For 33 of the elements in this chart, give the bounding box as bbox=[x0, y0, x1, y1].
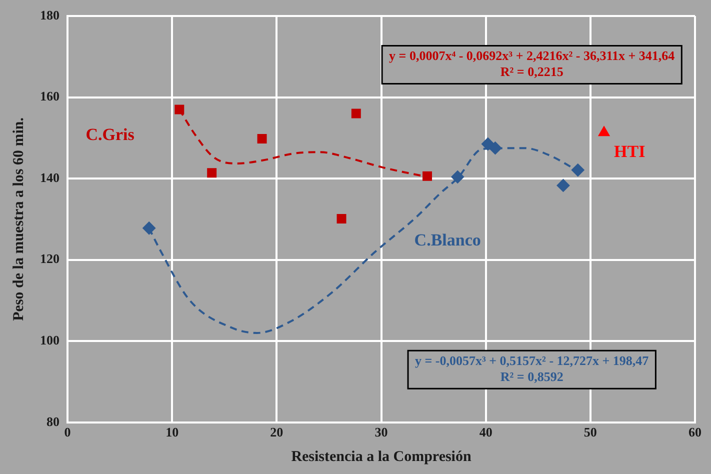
point bbox=[422, 171, 432, 181]
point bbox=[336, 214, 346, 224]
point bbox=[451, 170, 464, 184]
point bbox=[207, 168, 217, 178]
series-label: HTI bbox=[614, 142, 646, 162]
x-tick-label: 0 bbox=[64, 424, 71, 440]
point bbox=[488, 142, 502, 155]
point bbox=[556, 178, 570, 192]
y-tick-label: 180 bbox=[40, 7, 60, 22]
y-tick-label: 140 bbox=[40, 170, 60, 185]
y-tick-label: 80 bbox=[46, 414, 60, 429]
x-tick-label: 20 bbox=[270, 424, 284, 440]
point bbox=[571, 164, 584, 177]
y-tick-label: 160 bbox=[40, 88, 60, 104]
x-tick-label: 60 bbox=[688, 424, 702, 440]
y-tick-label: 100 bbox=[40, 332, 60, 348]
y-tick-label: 120 bbox=[40, 251, 60, 266]
annotation: y = 0,0007x⁴ - 0,0692x³ + 2,4216x² - 36,311x + 341,64 R² = 0,2215 bbox=[389, 48, 676, 80]
point bbox=[142, 222, 156, 235]
text: C.Gris bbox=[86, 124, 135, 144]
x-tick-label: 40 bbox=[479, 424, 492, 440]
text: C.Blanco bbox=[414, 230, 481, 250]
x-tick-label: 10 bbox=[166, 424, 179, 440]
x-axis-title: Resistencia a la Compresión bbox=[291, 448, 472, 465]
x-tick-label: 50 bbox=[584, 424, 597, 440]
point bbox=[351, 108, 361, 118]
x-tick-label: 30 bbox=[374, 424, 388, 440]
y-axis-title: Peso de la muestra a los 60 min. bbox=[10, 117, 27, 321]
point bbox=[598, 126, 610, 136]
point bbox=[257, 134, 267, 144]
point bbox=[174, 104, 184, 114]
annotation: y = -0,0057x³ + 0,5157x² - 12,727x + 198,47 R² = 0,8592 bbox=[415, 352, 650, 384]
point bbox=[481, 138, 494, 151]
